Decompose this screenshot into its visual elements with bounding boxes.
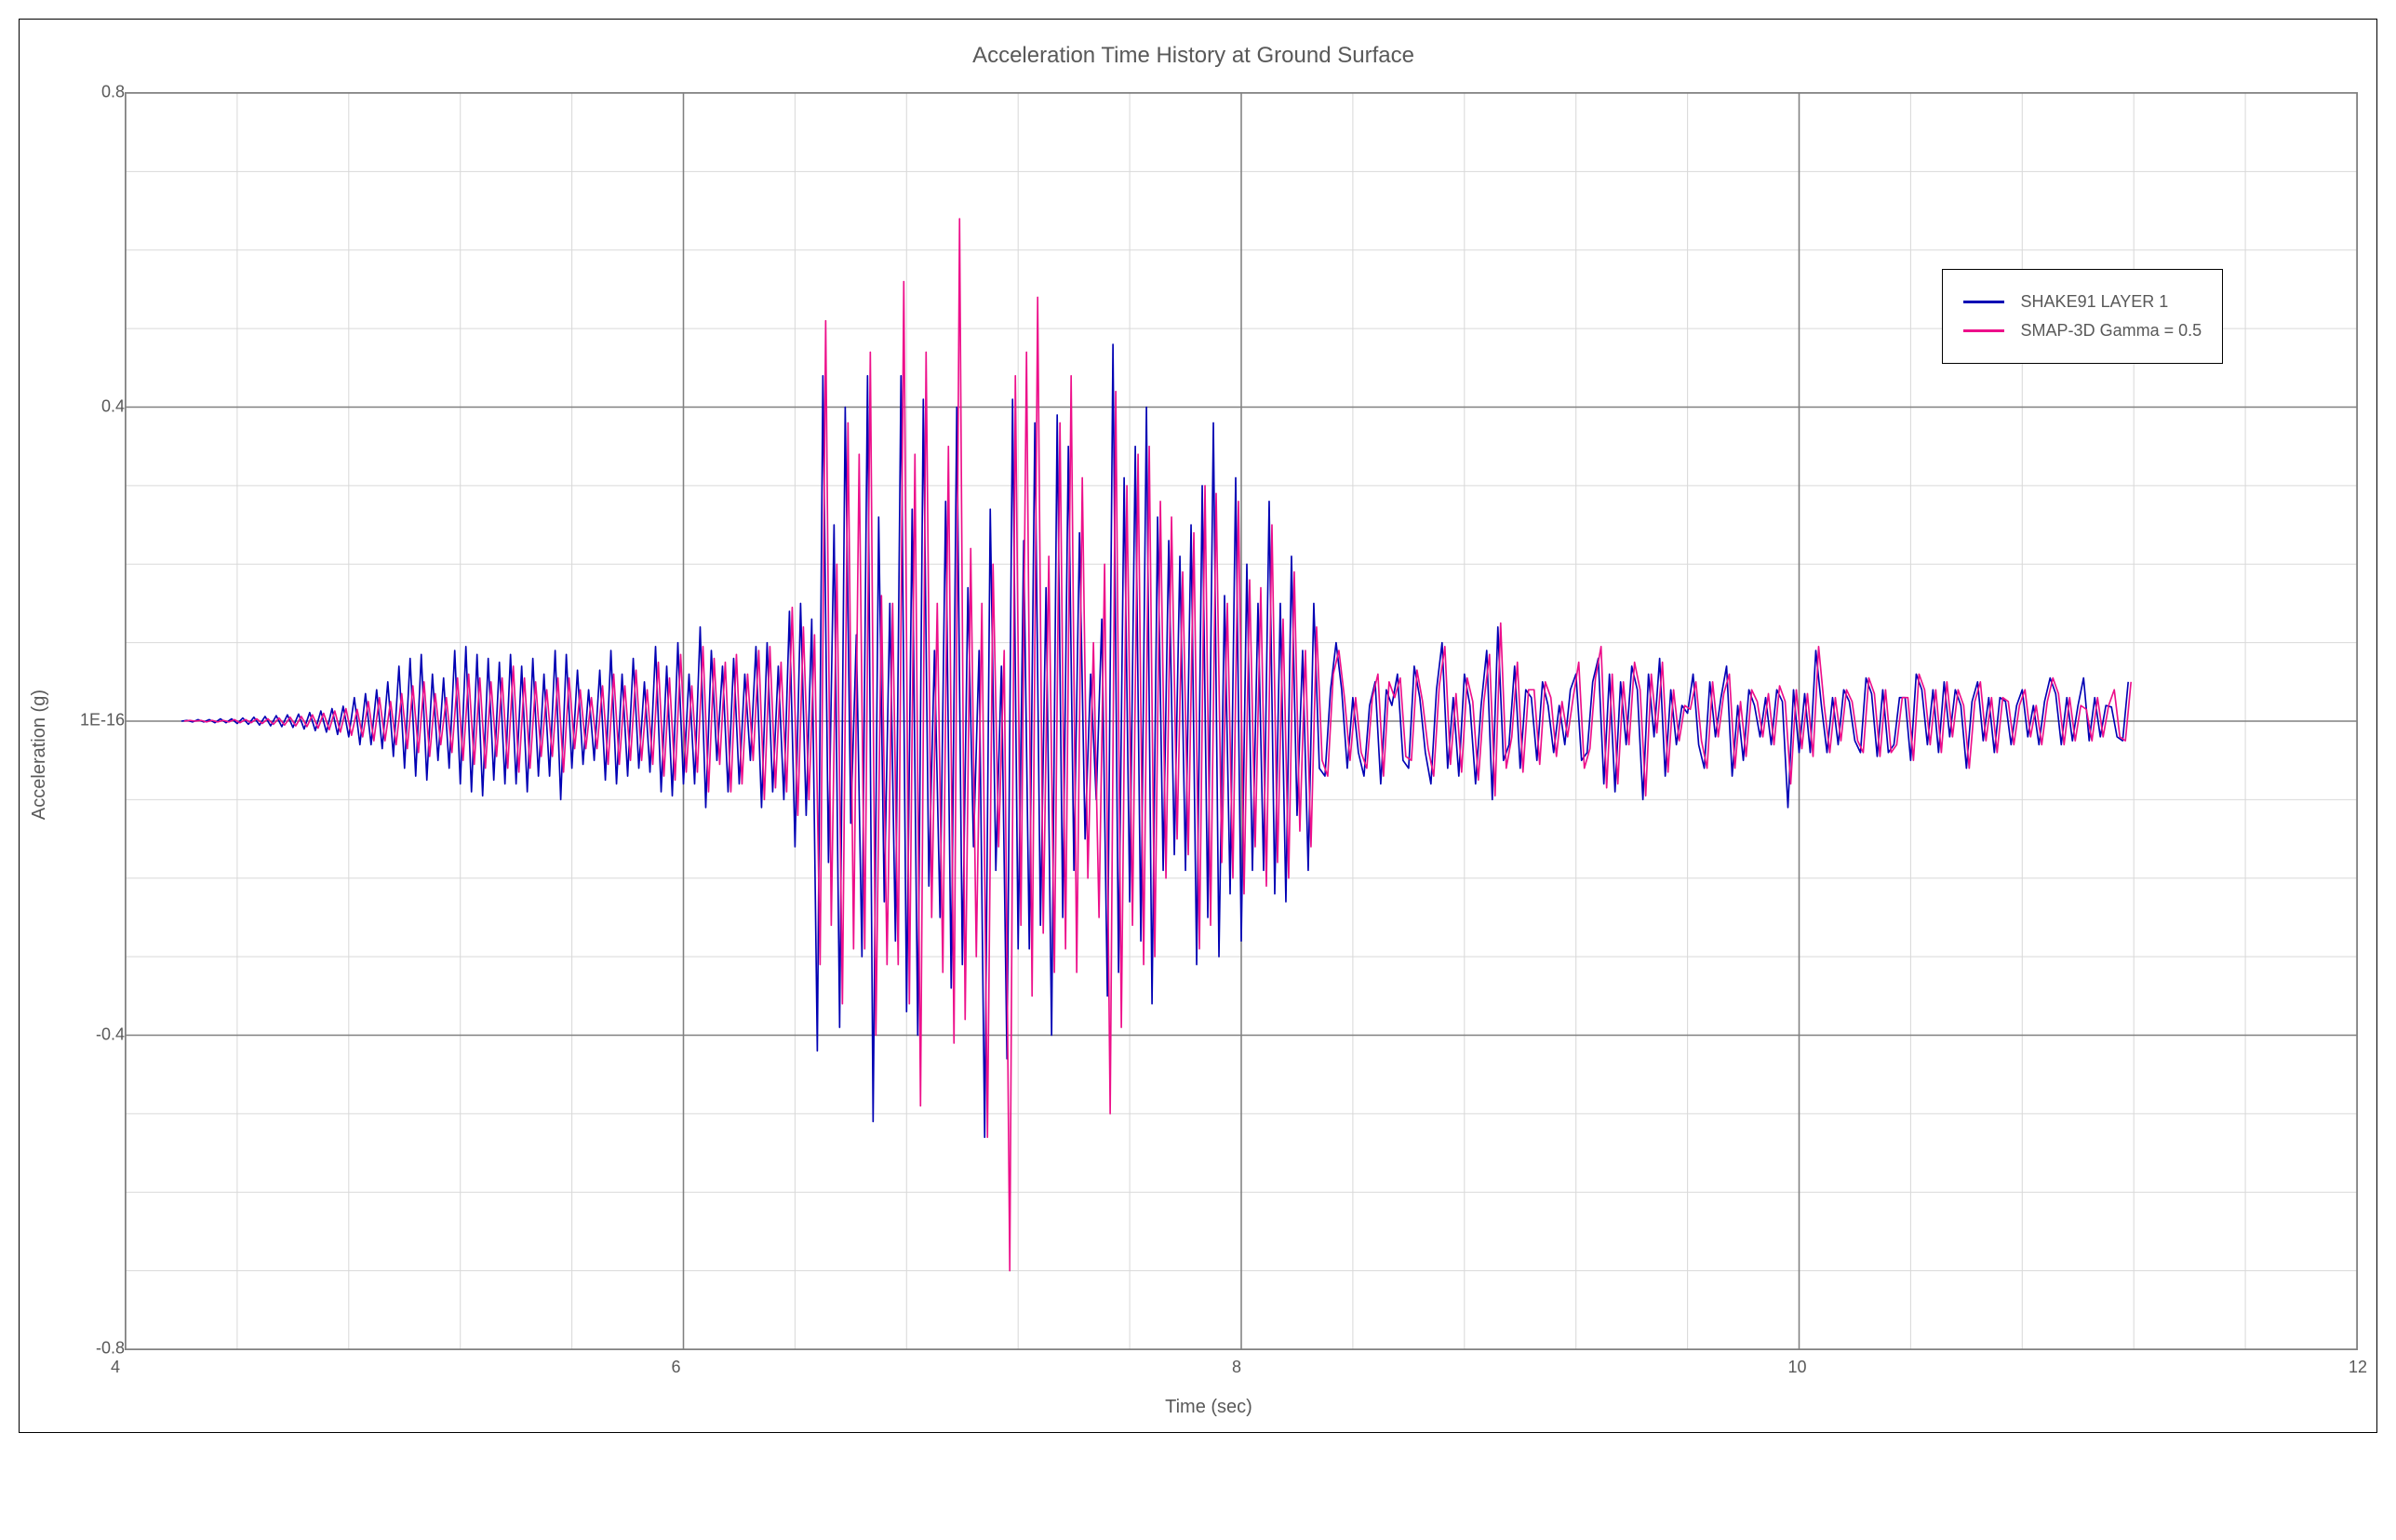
- x-ticks: 4681012: [115, 1350, 2358, 1380]
- y-tick-label: 1E-16: [80, 711, 125, 730]
- y-tick-label: -0.4: [96, 1024, 125, 1044]
- plot-column: 0.80.41E-16-0.4-0.8 SHAKE91 LAYER 1SMAP-…: [60, 92, 2358, 1418]
- legend-swatch: [1963, 329, 2004, 332]
- x-tick-label: 12: [2349, 1358, 2367, 1377]
- chart-frame: Acceleration Time History at Ground Surf…: [19, 19, 2377, 1433]
- legend-label: SMAP-3D Gamma = 0.5: [2021, 321, 2202, 341]
- x-tick-label: 6: [671, 1358, 680, 1377]
- legend-label: SHAKE91 LAYER 1: [2021, 292, 2169, 312]
- x-tick-label: 10: [1787, 1358, 1806, 1377]
- y-tick-label: 0.8: [101, 83, 125, 102]
- y-axis-label: Acceleration (g): [29, 690, 50, 820]
- x-tick-label: 8: [1232, 1358, 1241, 1377]
- ylabel-wrap: Acceleration (g): [29, 690, 60, 820]
- chart-body: Acceleration (g) 0.80.41E-16-0.4-0.8 SHA…: [29, 92, 2358, 1418]
- legend-swatch: [1963, 301, 2004, 303]
- plot-area: SHAKE91 LAYER 1 SMAP-3D Gamma = 0.5: [125, 92, 2358, 1350]
- plot-row: 0.80.41E-16-0.4-0.8 SHAKE91 LAYER 1SMAP-…: [60, 92, 2358, 1350]
- legend-item: SHAKE91 LAYER 1: [1963, 292, 2202, 312]
- y-ticks: 0.80.41E-16-0.4-0.8: [60, 92, 125, 1348]
- x-tick-label: 4: [111, 1358, 120, 1377]
- legend: SHAKE91 LAYER 1 SMAP-3D Gamma = 0.5: [1942, 269, 2224, 364]
- chart-title: Acceleration Time History at Ground Surf…: [29, 43, 2358, 69]
- y-tick-label: 0.4: [101, 396, 125, 416]
- legend-item: SMAP-3D Gamma = 0.5: [1963, 321, 2202, 341]
- x-axis-label: Time (sec): [60, 1397, 2358, 1418]
